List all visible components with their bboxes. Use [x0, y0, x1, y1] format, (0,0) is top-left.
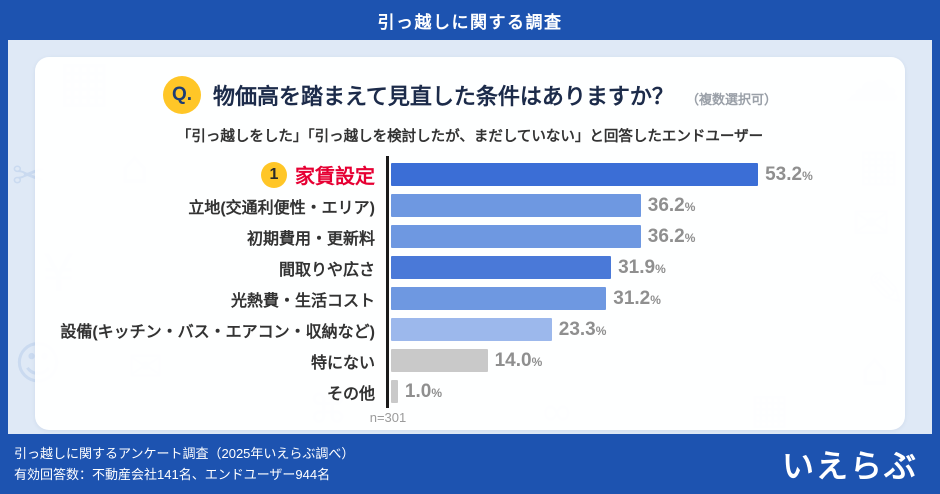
ierabu-logo: いえらぶ: [781, 448, 918, 484]
footer-line2: 有効回答数：不動産会社141名、エンドユーザー944名: [14, 467, 331, 482]
bar-label: 立地(交通利便性・エリア): [35, 194, 387, 218]
value-label: 31.2%: [613, 287, 661, 309]
bar-label: 設備(キッチン・バス・エアコン・収納など): [35, 318, 387, 342]
bar-label-text: 家賃設定: [295, 166, 375, 188]
bar: [391, 318, 552, 341]
footer-bar: 引っ越しに関するアンケート調査（2025年いえらぶ調べ） 有効回答数：不動産会社…: [0, 434, 940, 494]
bar: [391, 380, 398, 403]
q-badge: Q.: [163, 76, 202, 114]
bar-chart: 1 家賃設定 53.2% 立地(交通利便性・エリア) 36.2% 初期費用・更新料 36.2…: [35, 156, 905, 425]
value-label: 14.0%: [494, 349, 543, 371]
bar-label-text: 立地(交通利便性・エリア): [188, 199, 375, 217]
header-title: 引っ越しに関する調査: [377, 12, 563, 32]
bar-label-text: その他: [326, 385, 375, 403]
bar-row: 特にない 14.0%: [35, 345, 905, 376]
value-label: 53.2%: [765, 163, 813, 185]
bar-label: 1 家賃設定: [35, 160, 387, 189]
axis-line: [386, 156, 389, 408]
bar-label: 特にない: [35, 349, 387, 373]
footer-text: 引っ越しに関するアンケート調査（2025年いえらぶ調べ） 有効回答数：不動産会社…: [14, 443, 354, 486]
value-label: 36.2%: [647, 225, 696, 247]
question-note: （複数選択可）: [685, 91, 777, 107]
bar-label: 光熱費・生活コスト: [35, 287, 387, 311]
bar-label-text: 間取りや広さ: [278, 261, 375, 279]
footer-line1: 引っ越しに関するアンケート調査（2025年いえらぶ調べ）: [14, 445, 355, 461]
bar-label-text: 設備(キッチン・バス・エアコン・収納など): [60, 323, 375, 341]
bar-row: 1 家賃設定 53.2%: [35, 159, 905, 190]
sample-size: n=301: [369, 410, 407, 425]
survey-card: Q. 物価高を踏まえて見直した条件はありますか？ （複数選択可） 「引っ越しをし…: [35, 57, 905, 430]
bar-label: 間取りや広さ: [35, 256, 387, 280]
bar: [391, 256, 612, 279]
value-label: 36.2%: [647, 194, 696, 216]
bar-row: 立地(交通利便性・エリア) 36.2%: [35, 190, 905, 221]
bar-rows: 1 家賃設定 53.2% 立地(交通利便性・エリア) 36.2% 初期費用・更新料 36.2…: [35, 156, 905, 408]
question-subtitle: 「引っ越しをした」「引っ越しを検討したが、まだしていない」と回答したエンドユーザ…: [176, 129, 764, 145]
rank-badge: 1: [261, 161, 287, 188]
bar-label-text: 光熱費・生活コスト: [230, 292, 375, 310]
bar-label-text: 特にない: [310, 354, 375, 372]
bar: [391, 194, 641, 217]
bar: [391, 287, 607, 310]
bar-label: その他: [35, 380, 387, 404]
bar-row: 初期費用・更新料 36.2%: [35, 221, 905, 252]
bar-label: 初期費用・更新料: [35, 225, 387, 249]
header-bar: 引っ越しに関する調査: [0, 0, 940, 40]
question-title: 物価高を踏まえて見直した条件はありますか？: [213, 84, 674, 109]
value-label: 23.3%: [558, 318, 607, 340]
bar-label-text: 初期費用・更新料: [246, 230, 375, 248]
bar: [391, 163, 759, 186]
value-label: 31.9%: [618, 256, 666, 278]
bar: [391, 349, 488, 372]
bar-row: 間取りや広さ 31.9%: [35, 252, 905, 283]
value-label: 1.0%: [404, 380, 442, 402]
bar-row: その他 1.0%: [35, 376, 905, 407]
bar-row: 光熱費・生活コスト 31.2%: [35, 283, 905, 314]
bar-row: 設備(キッチン・バス・エアコン・収納など) 23.3%: [35, 314, 905, 345]
bar: [391, 225, 641, 248]
background: ▦⌂✂¥☺✉☁▦✉✎⌂∞▦⌘ Q. 物価高を踏まえて見直した条件はありますか？ …: [8, 40, 932, 434]
question-row: Q. 物価高を踏まえて見直した条件はありますか？ （複数選択可）: [35, 73, 905, 117]
